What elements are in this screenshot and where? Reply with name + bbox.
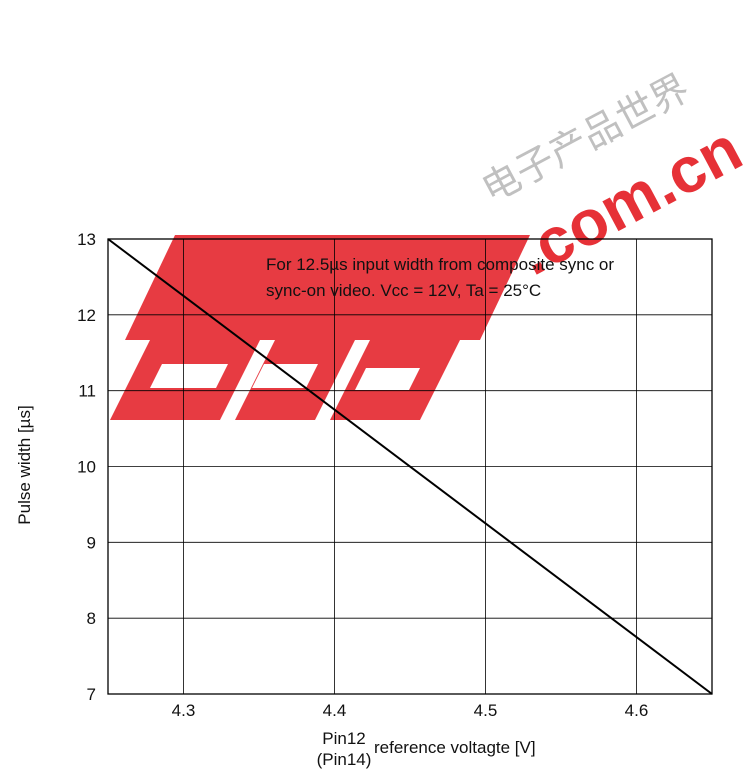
y-tick-label: 7 <box>87 685 96 704</box>
x-tick-label: 4.5 <box>474 701 498 720</box>
y-tick-label: 8 <box>87 609 96 628</box>
y-tick-label: 13 <box>77 230 96 249</box>
y-axis-label: Pulse width [µs] <box>15 405 34 524</box>
annotation-line-1: For 12.5µs input width from composite sy… <box>266 255 614 274</box>
x-tick-label: 4.6 <box>625 701 649 720</box>
x-axis-label-pin14: (Pin14) <box>317 750 372 769</box>
x-axis-label-pin12: Pin12 <box>322 729 365 748</box>
x-axis-label-main: reference voltagte [V] <box>374 738 536 757</box>
x-tick-label: 4.3 <box>172 701 196 720</box>
x-tick-labels: 4.3 4.4 4.5 4.6 <box>172 701 649 720</box>
y-tick-labels: 7 8 9 10 11 12 13 <box>77 230 96 704</box>
y-tick-label: 12 <box>77 306 96 325</box>
x-tick-label: 4.4 <box>323 701 347 720</box>
y-tick-label: 10 <box>77 458 96 477</box>
annotation-line-2: sync-on video. Vcc = 12V, Ta = 25°C <box>266 281 541 300</box>
y-tick-label: 11 <box>78 382 96 401</box>
plot-frame <box>107 238 713 695</box>
series-line <box>107 238 713 695</box>
eepw-watermark: .com.cn 电子产品世界 <box>110 67 749 420</box>
y-tick-label: 9 <box>87 533 96 552</box>
